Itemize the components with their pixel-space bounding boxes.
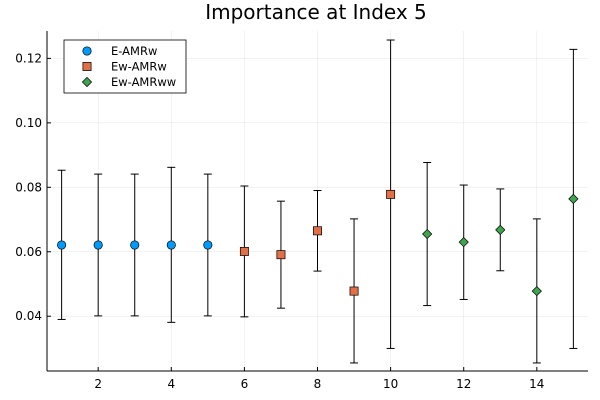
data-point — [531, 285, 542, 297]
x-tick-label: 10 — [383, 377, 398, 391]
x-tick-label: 14 — [529, 377, 544, 391]
legend-label: E-AMRw — [111, 44, 157, 58]
y-tick-label: 0.10 — [15, 116, 42, 130]
x-tick-label: 8 — [314, 377, 322, 391]
data-point — [93, 240, 103, 250]
data-point — [276, 250, 286, 260]
legend-label: Ew-AMRw — [111, 60, 167, 74]
data-point — [57, 240, 67, 250]
chart-title: Importance at Index 5 — [205, 0, 427, 24]
data-point — [458, 236, 469, 248]
data-point — [239, 246, 249, 256]
data-point — [349, 286, 359, 296]
y-tick-label: 0.08 — [15, 180, 42, 194]
ticks-layer: 2 4 6 8 10 12 14 0.04 0.06 0.08 0.10 0.12 — [15, 51, 544, 391]
y-tick-label: 0.06 — [15, 245, 42, 259]
marker-layer — [57, 189, 579, 297]
y-tick-label: 0.12 — [15, 51, 42, 65]
legend-marker — [82, 62, 92, 71]
data-point — [130, 240, 140, 250]
data-point — [568, 193, 579, 205]
legend-marker — [82, 46, 92, 56]
legend-marker — [81, 76, 93, 88]
data-point — [166, 240, 176, 250]
y-tick-label: 0.04 — [15, 309, 42, 323]
data-point — [386, 189, 396, 199]
x-tick-label: 6 — [241, 377, 249, 391]
data-point — [313, 226, 322, 236]
x-tick-label: 12 — [456, 377, 471, 391]
x-tick-label: 2 — [94, 377, 102, 391]
data-point — [422, 228, 433, 240]
x-tick-label: 4 — [167, 377, 175, 391]
data-point — [203, 240, 213, 250]
legend-label: Ew-AMRww — [111, 75, 176, 89]
data-point — [495, 224, 506, 235]
